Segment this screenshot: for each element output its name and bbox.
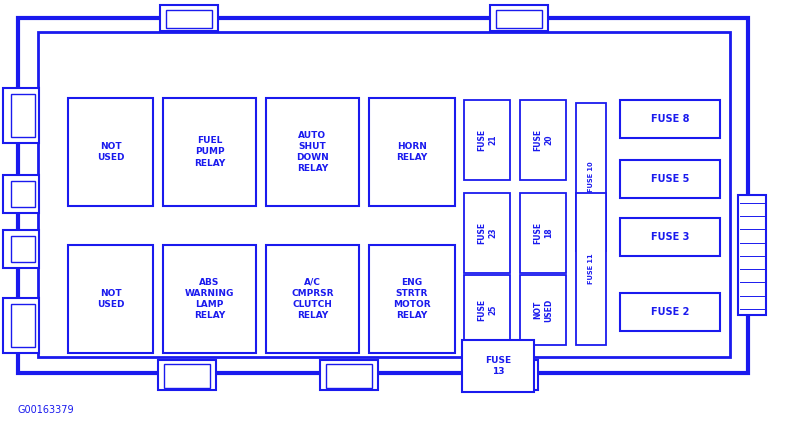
Bar [326,364,372,388]
Bar [369,245,455,353]
Bar [11,181,35,207]
Bar [38,32,730,357]
Bar [496,10,542,28]
Bar [490,5,548,31]
Text: ENG
STRTR
MOTOR
RELAY: ENG STRTR MOTOR RELAY [393,278,431,320]
Bar [266,245,359,353]
Bar [11,304,35,347]
Bar [266,98,359,206]
Text: HORN
RELAY: HORN RELAY [396,142,428,162]
Bar [11,94,35,137]
Text: G00163379: G00163379 [18,405,74,415]
Text: FUSE 8: FUSE 8 [650,114,690,124]
Bar [520,275,566,345]
Text: ABS
WARNING
LAMP
RELAY: ABS WARNING LAMP RELAY [185,278,234,320]
Bar [164,364,210,388]
Bar [3,230,39,268]
Text: A/C
CMPRSR
CLUTCH
RELAY: A/C CMPRSR CLUTCH RELAY [291,278,334,320]
Bar [464,100,510,180]
Text: FUEL
PUMP
RELAY: FUEL PUMP RELAY [194,136,225,168]
Bar [18,18,748,373]
Bar [160,5,218,31]
Bar [462,340,534,392]
Bar [520,193,566,273]
Bar [576,193,606,345]
Text: FUSE
25: FUSE 25 [477,299,497,321]
Text: FUSE
21: FUSE 21 [477,129,497,151]
Bar [163,98,256,206]
Bar [520,100,566,180]
Bar [3,298,39,353]
Bar [620,160,720,198]
Text: FUSE 5: FUSE 5 [651,174,689,184]
Text: FUSE
20: FUSE 20 [533,129,553,151]
Bar [620,100,720,138]
Bar [620,218,720,256]
Bar [320,360,378,390]
Bar [11,236,35,262]
Bar [576,103,606,251]
Bar [620,293,720,331]
Text: AUTO
SHUT
DOWN
RELAY: AUTO SHUT DOWN RELAY [296,131,329,173]
Text: FUSE 11: FUSE 11 [588,254,594,284]
Text: NOT
USED: NOT USED [97,289,124,309]
Text: FUSE 10: FUSE 10 [588,162,594,192]
Bar [480,360,538,390]
Bar [163,245,256,353]
Bar [486,364,532,388]
Text: FUSE 3: FUSE 3 [651,232,689,242]
Bar [464,275,510,345]
Bar [464,193,510,273]
Text: FUSE
13: FUSE 13 [485,356,511,376]
Text: NOT
USED: NOT USED [533,298,553,321]
Bar [158,360,216,390]
Bar [68,98,153,206]
Text: FUSE 2: FUSE 2 [651,307,689,317]
Text: FUSE
23: FUSE 23 [477,222,497,244]
Bar [738,195,766,315]
Bar [3,88,39,143]
Bar [166,10,212,28]
Text: FUSE
18: FUSE 18 [533,222,553,244]
Bar [68,245,153,353]
Bar [3,175,39,213]
Text: NOT
USED: NOT USED [97,142,124,162]
Bar [369,98,455,206]
